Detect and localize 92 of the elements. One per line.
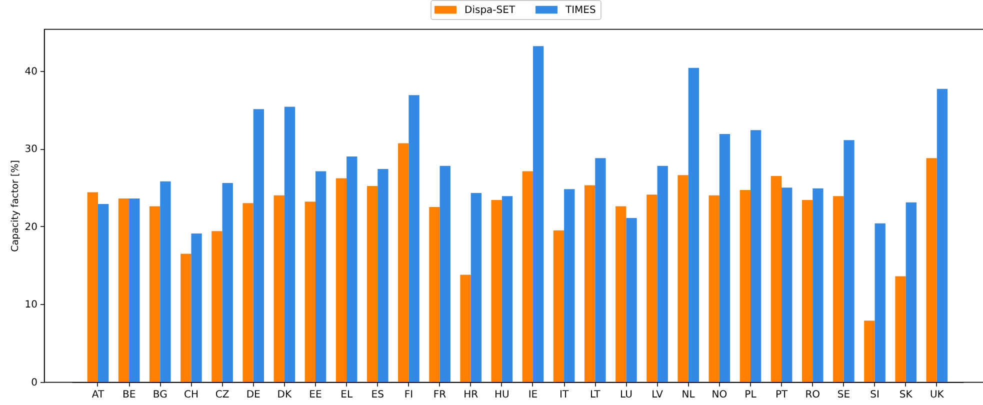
bar bbox=[522, 171, 533, 382]
y-tick-label: 30 bbox=[24, 144, 38, 156]
x-tick-label: ES bbox=[371, 390, 384, 400]
x-tick-label: LU bbox=[620, 390, 632, 400]
x-tick-label: CH bbox=[184, 390, 198, 400]
legend-label: TIMES bbox=[564, 4, 596, 16]
x-tick-label: DE bbox=[246, 390, 260, 400]
bar bbox=[346, 156, 358, 382]
x-tick-label: BE bbox=[122, 390, 136, 400]
bar bbox=[191, 233, 202, 382]
bar bbox=[129, 198, 140, 382]
x-tick-label: DK bbox=[277, 390, 292, 400]
bar bbox=[98, 204, 109, 382]
bar bbox=[595, 158, 606, 382]
bar bbox=[274, 195, 284, 382]
x-tick-label: EL bbox=[340, 390, 353, 400]
bar bbox=[895, 276, 906, 382]
x-tick-label: PL bbox=[744, 390, 757, 400]
bar bbox=[398, 143, 409, 382]
legend-label: Dispa-SET bbox=[464, 4, 516, 16]
bar bbox=[688, 68, 699, 382]
x-tick-label: NO bbox=[712, 390, 728, 400]
x-tick-label: IE bbox=[528, 390, 538, 400]
x-tick-label: UK bbox=[930, 390, 944, 400]
bar bbox=[616, 206, 626, 382]
bar bbox=[470, 193, 482, 382]
bar bbox=[212, 231, 222, 382]
bar bbox=[874, 223, 886, 382]
bar bbox=[149, 206, 160, 382]
bar bbox=[440, 166, 450, 382]
bar bbox=[160, 181, 171, 382]
bar bbox=[87, 192, 98, 382]
bar bbox=[502, 196, 513, 382]
bar bbox=[553, 230, 564, 382]
bar bbox=[864, 320, 875, 382]
bar bbox=[802, 200, 813, 382]
bar bbox=[782, 188, 792, 382]
y-tick-label: 10 bbox=[24, 300, 38, 311]
bar bbox=[408, 95, 420, 382]
x-tick-label: LV bbox=[652, 390, 664, 400]
y-tick-label: 40 bbox=[24, 66, 38, 78]
bar bbox=[812, 188, 824, 382]
bar bbox=[844, 140, 854, 382]
x-tick-label: HU bbox=[494, 390, 510, 400]
bar bbox=[833, 196, 844, 382]
bar bbox=[180, 254, 192, 382]
x-tick-label: RO bbox=[805, 390, 820, 400]
bar bbox=[118, 198, 130, 382]
y-tick-label: 20 bbox=[24, 222, 38, 233]
bar bbox=[719, 134, 730, 382]
x-tick-label: FI bbox=[404, 390, 414, 400]
x-tick-label: CZ bbox=[215, 390, 230, 400]
bar bbox=[315, 171, 326, 382]
x-tick-label: FR bbox=[433, 390, 446, 400]
bar bbox=[584, 185, 596, 382]
bar bbox=[378, 168, 388, 382]
x-tick-label: IT bbox=[560, 390, 570, 400]
bar bbox=[657, 166, 668, 382]
bar bbox=[750, 130, 762, 382]
bar bbox=[460, 274, 471, 382]
x-tick-label: SK bbox=[899, 390, 913, 400]
bar bbox=[491, 200, 502, 382]
bar bbox=[770, 176, 782, 382]
y-axis-title: Capacity factor [%] bbox=[10, 160, 21, 252]
bar bbox=[253, 109, 264, 382]
bar bbox=[222, 182, 233, 382]
x-tick-label: EE bbox=[309, 390, 322, 400]
bar bbox=[708, 195, 720, 382]
bar bbox=[906, 202, 916, 382]
y-tick-label: 0 bbox=[31, 378, 38, 388]
bar bbox=[646, 194, 658, 382]
x-tick-label: SI bbox=[870, 390, 880, 400]
bar bbox=[242, 203, 254, 382]
bar bbox=[336, 178, 347, 382]
bar bbox=[284, 106, 296, 382]
x-tick-label: SE bbox=[837, 390, 850, 400]
x-tick-label: LT bbox=[590, 390, 602, 400]
x-tick-label: PT bbox=[775, 390, 789, 400]
bar bbox=[626, 218, 637, 382]
bar bbox=[678, 175, 688, 382]
bar bbox=[304, 202, 316, 382]
bar bbox=[429, 207, 440, 382]
x-tick-label: BG bbox=[152, 390, 168, 400]
x-tick-label: NL bbox=[682, 390, 696, 400]
x-tick-label: AT bbox=[92, 390, 105, 400]
bar bbox=[926, 158, 937, 382]
bar bbox=[366, 186, 378, 382]
x-tick-label: HR bbox=[464, 390, 478, 400]
bar bbox=[936, 88, 948, 382]
bar bbox=[740, 190, 750, 382]
bar bbox=[564, 189, 575, 382]
bar bbox=[532, 46, 544, 382]
